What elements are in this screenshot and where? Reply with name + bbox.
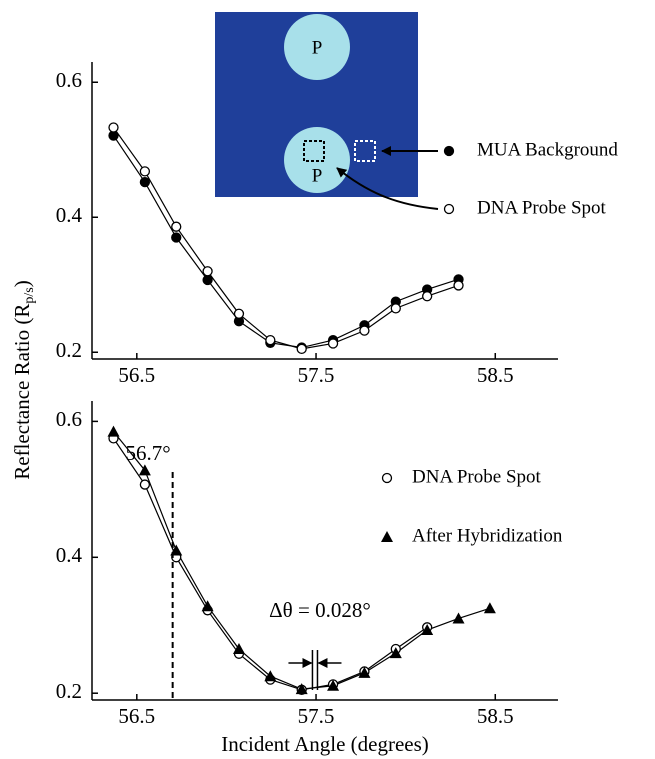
probe-spot xyxy=(284,14,350,80)
circle-marker xyxy=(265,334,276,346)
pointer-arrow xyxy=(336,167,439,210)
circle-marker xyxy=(381,472,393,484)
y-tick-label: 0.2 xyxy=(56,338,82,362)
x-tick-label: 58.5 xyxy=(477,704,514,728)
circle-marker xyxy=(171,232,182,243)
circle-marker xyxy=(390,303,401,314)
triangle-marker xyxy=(389,647,402,659)
legend-label: DNA Probe Spot xyxy=(412,466,542,487)
y-tick-label: 0.2 xyxy=(56,679,82,703)
y-tick-label: 0.4 xyxy=(56,543,83,567)
y-tick-label: 0.4 xyxy=(56,203,83,227)
x-tick-label: 56.5 xyxy=(118,704,155,728)
legend-label: After Hybridization xyxy=(412,525,563,546)
legend-label: DNA Probe Spot xyxy=(477,197,607,218)
triangle-marker xyxy=(381,531,393,542)
triangle-marker xyxy=(421,624,434,636)
x-tick-label: 58.5 xyxy=(477,363,514,387)
triangle-marker xyxy=(264,670,277,682)
y-axis-title-part: Reflectance Ratio (R xyxy=(10,304,34,480)
circle-marker xyxy=(443,145,455,157)
triangle-marker xyxy=(107,425,120,437)
circle-marker xyxy=(108,122,119,133)
annotation: 56.7° xyxy=(125,441,170,465)
circle-marker xyxy=(139,176,151,188)
circle-marker xyxy=(202,274,213,286)
x-axis-title: Incident Angle (degrees) xyxy=(221,732,429,756)
triangle-marker xyxy=(358,666,371,678)
y-tick-label: 0.6 xyxy=(56,68,82,92)
triangle-marker xyxy=(232,643,245,655)
circle-marker xyxy=(327,338,339,349)
triangle-marker xyxy=(452,612,465,624)
triangle-marker xyxy=(327,679,340,691)
x-tick-label: 56.5 xyxy=(118,363,155,387)
circle-marker xyxy=(139,166,151,177)
annotation: Δθ = 0.028° xyxy=(269,598,371,622)
circle-marker xyxy=(233,308,245,319)
circle-marker xyxy=(443,203,455,215)
circle-marker xyxy=(202,266,213,277)
background-region xyxy=(354,140,376,162)
legend-label: MUA Background xyxy=(477,139,618,160)
y-axis-title-sub: p/s xyxy=(22,287,37,303)
fit-line xyxy=(113,438,428,691)
circle-marker xyxy=(171,221,182,232)
triangle-marker xyxy=(138,464,151,476)
spot-label: P xyxy=(312,165,323,186)
circle-marker xyxy=(139,479,151,490)
fit-line xyxy=(113,127,459,350)
x-tick-label: 57.5 xyxy=(298,704,335,728)
y-axis-title: Reflectance Ratio (Rp/s) xyxy=(10,280,37,479)
circle-marker xyxy=(296,343,307,355)
triangle-marker xyxy=(201,600,214,612)
fit-line xyxy=(113,135,459,349)
circle-marker xyxy=(359,325,370,336)
triangle-marker xyxy=(295,683,308,695)
probe-region xyxy=(303,140,325,162)
y-axis-title-part: ) xyxy=(10,280,34,287)
circle-marker xyxy=(453,280,464,291)
y-tick-label: 0.6 xyxy=(56,407,82,431)
triangle-marker xyxy=(483,602,496,614)
circle-marker xyxy=(422,291,433,302)
spot-label: P xyxy=(312,37,323,58)
x-tick-label: 57.5 xyxy=(298,363,335,387)
